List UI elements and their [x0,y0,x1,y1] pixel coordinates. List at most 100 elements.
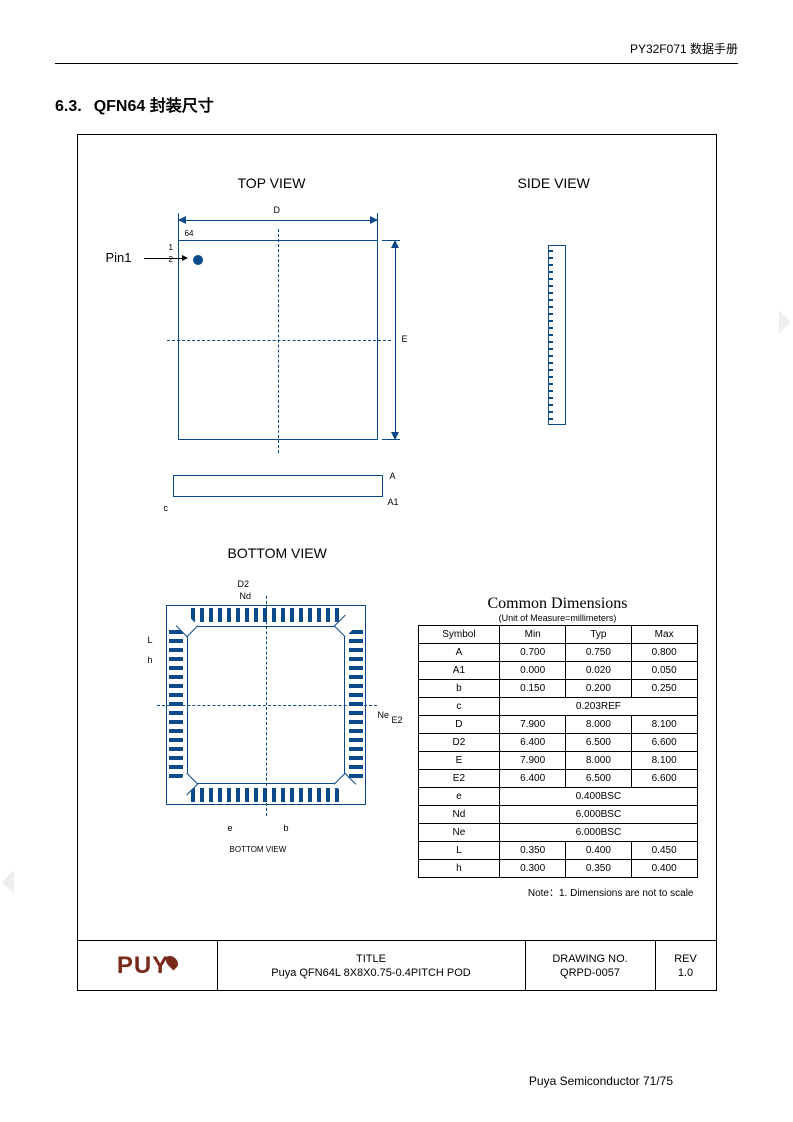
dim-max: 8.100 [631,752,697,770]
dim-min: 0.150 [500,680,566,698]
dimensions-table: SymbolMinTypMax A0.7000.7500.800A10.0000… [418,625,698,878]
page-footer: Puya Semiconductor 71/75 [529,1074,673,1088]
logo-cell: PUY [78,941,218,990]
pin-1: 1 [169,243,173,252]
side-view-label: SIDE VIEW [518,175,590,191]
dim-symbol: e [418,788,500,806]
dim-Ne-label: Ne [378,710,390,720]
table-row: Ne6.000BSC [418,824,697,842]
side-view-drawing [548,245,566,425]
drawing-frame: TOP VIEW SIDE VIEW BOTTOM VIEW D 64 1 2 … [77,134,717,991]
dim-h-label: h [148,655,153,665]
doc-header: PY32F071 数据手册 [55,40,738,64]
page: PY32F071 数据手册 6.3. QFN64 封装尺寸 TOP VIEW SI… [0,0,793,1021]
table-row: c0.203REF [418,698,697,716]
dim-typ: 0.020 [566,662,632,680]
title-value: Puya QFN64L 8X8X0.75-0.4PITCH POD [271,967,471,979]
dim-col: Symbol [418,626,500,644]
table-row: A10.0000.0200.050 [418,662,697,680]
section-number: 6.3. [55,98,82,115]
table-row: D26.4006.5006.600 [418,734,697,752]
bottom-view-label: BOTTOM VIEW [228,545,327,561]
dim-max: 8.100 [631,716,697,734]
dim-max: 0.250 [631,680,697,698]
section-heading: 6.3. QFN64 封装尺寸 [55,92,738,116]
dim-E-label: E [402,334,408,344]
table-row: L0.3500.4000.450 [418,842,697,860]
pin1-arrow-icon [182,255,188,261]
dim-symbol: E [418,752,500,770]
dim-D2-label: D2 [238,579,250,589]
table-row: e0.400BSC [418,788,697,806]
dim-span: 6.000BSC [500,824,697,842]
dim-min: 0.000 [500,662,566,680]
top-view-drawing: 64 1 2 [178,240,378,440]
puya-logo: PUY [117,952,177,980]
dim-max: 0.450 [631,842,697,860]
dim-b-label: b [284,823,289,833]
dim-min: 7.900 [500,716,566,734]
dim-A-label: A [390,471,396,481]
dim-symbol: D [418,716,500,734]
pin-2: 2 [169,255,173,264]
pin1-dot-icon [193,255,203,265]
dim-max: 6.600 [631,734,697,752]
table-row: E7.9008.0008.100 [418,752,697,770]
dim-typ: 8.000 [566,752,632,770]
dim-table-title: Common Dimensions [418,595,698,613]
dim-e-label: e [228,823,233,833]
rev-value: 1.0 [678,967,693,979]
dim-symbol: A1 [418,662,500,680]
dim-symbol: Nd [418,806,500,824]
table-row: E26.4006.5006.600 [418,770,697,788]
dimensions-table-wrap: Common Dimensions (Unit of Measure=milli… [418,595,698,899]
dim-span: 0.203REF [500,698,697,716]
dim-symbol: A [418,644,500,662]
dim-E2-label: E2 [392,715,403,725]
dim-symbol: D2 [418,734,500,752]
dim-col: Min [500,626,566,644]
dim-max: 0.400 [631,860,697,878]
dim-typ: 0.750 [566,644,632,662]
dim-symbol: E2 [418,770,500,788]
dim-min: 7.900 [500,752,566,770]
doc-title: PY32F071 数据手册 [630,42,738,56]
title-heading: TITLE [356,953,386,965]
dim-L-label: L [148,635,153,645]
dim-max: 0.050 [631,662,697,680]
dim-symbol: b [418,680,500,698]
bottom-view-caption: BOTTOM VIEW [230,845,287,854]
dim-typ: 8.000 [566,716,632,734]
drawing-heading: DRAWING NO. [552,953,627,965]
rev-heading: REV [674,953,697,965]
rev-cell: REV 1.0 [656,941,716,990]
dim-table-subtitle: (Unit of Measure=millimeters) [418,613,698,623]
dim-col: Max [631,626,697,644]
dim-typ: 0.400 [566,842,632,860]
dimension-E: E [388,240,402,440]
dim-max: 0.800 [631,644,697,662]
profile-drawing [173,475,383,497]
title-cell: TITLE Puya QFN64L 8X8X0.75-0.4PITCH POD [218,941,526,990]
section-title: QFN64 封装尺寸 [94,98,214,115]
table-row: Nd6.000BSC [418,806,697,824]
dim-symbol: c [418,698,500,716]
table-row: A0.7000.7500.800 [418,644,697,662]
dim-c-label: c [164,503,169,513]
dim-min: 0.300 [500,860,566,878]
table-row: h0.3000.3500.400 [418,860,697,878]
drawing-no-cell: DRAWING NO. QRPD-0057 [526,941,656,990]
dim-typ: 6.500 [566,770,632,788]
dim-Nd-label: Nd [240,591,252,601]
table-row: D7.9008.0008.100 [418,716,697,734]
dim-col: Typ [566,626,632,644]
dim-A1-label: A1 [388,497,399,507]
nav-next-icon [779,310,791,334]
dim-note: Note：1. Dimensions are not to scale [418,884,698,899]
dim-max: 6.600 [631,770,697,788]
dim-typ: 0.200 [566,680,632,698]
dim-min: 6.400 [500,770,566,788]
dim-min: 0.350 [500,842,566,860]
dim-span: 6.000BSC [500,806,697,824]
pin1-leader-line [144,258,184,259]
